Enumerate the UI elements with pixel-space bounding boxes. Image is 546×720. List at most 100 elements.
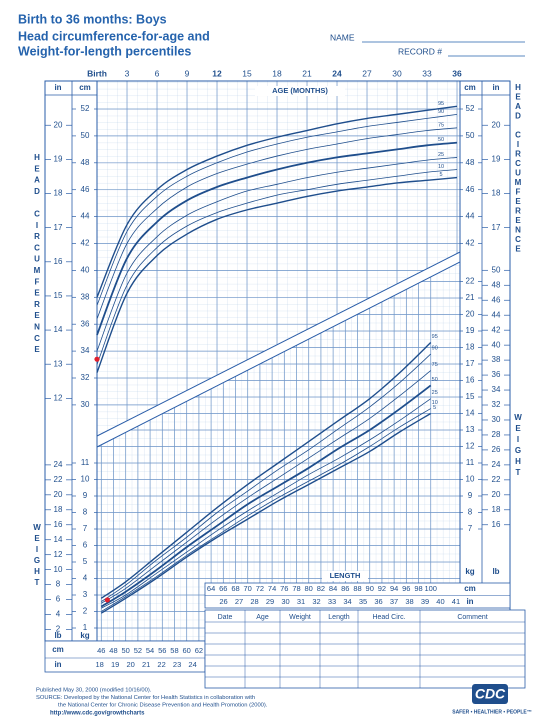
tick-label: 68 — [231, 584, 239, 593]
measurement-point — [104, 597, 110, 603]
tick-label: cm — [464, 83, 476, 92]
tick-label: 7 — [83, 524, 88, 533]
tick-label: 48 — [109, 646, 117, 655]
tick-label: 29 — [266, 597, 274, 606]
percentile-label: 10 — [438, 164, 444, 170]
tick-label: 50 — [122, 646, 130, 655]
tick-label: 35 — [359, 597, 367, 606]
percentile-label: 90 — [432, 346, 438, 352]
tick-label: 12 — [54, 393, 63, 402]
tick-label: 86 — [341, 584, 349, 593]
tick-label: 14 — [54, 535, 63, 544]
percentile-label: 95 — [438, 101, 444, 107]
percentile-line — [96, 157, 458, 352]
percentile-label: 75 — [432, 362, 438, 368]
tick-label: 5 — [83, 557, 88, 566]
tick-label: 6 — [83, 541, 88, 550]
tick-label: 15 — [466, 392, 475, 401]
tick-label: 20 — [492, 490, 501, 499]
percentile-label: 5 — [439, 172, 442, 178]
tick-label: 15 — [54, 291, 63, 300]
tick-label: 19 — [54, 154, 63, 163]
tick-label: 18 — [466, 343, 475, 352]
logo-box — [472, 684, 508, 704]
tick-label: 3 — [125, 68, 130, 78]
label-bg — [461, 376, 479, 385]
tick-label: 20 — [466, 310, 475, 319]
tick-label: 70 — [244, 584, 252, 593]
tick-label: 16 — [54, 257, 63, 266]
tick-label: 2 — [56, 625, 61, 634]
tagline: SAFER • HEALTHIER • PEOPLE™ — [452, 709, 532, 715]
tick-label: 9 — [185, 68, 190, 78]
footer-text: Published May 30, 2000 (modified 10/16/0… — [36, 688, 152, 694]
label-bg — [461, 459, 479, 467]
tick-label: 18 — [95, 660, 103, 669]
tick-label: 24 — [332, 68, 342, 78]
tick-label: 19 — [492, 154, 501, 163]
label-bg — [461, 475, 479, 484]
percentile-label: 95 — [432, 334, 438, 340]
tick-label: 31 — [297, 597, 305, 606]
label-bg — [461, 239, 479, 248]
tick-label: 80 — [305, 584, 313, 593]
tick-label: 18 — [492, 189, 501, 198]
tick-label: 60 — [183, 646, 191, 655]
label-bg — [76, 212, 94, 221]
tick-label: 46 — [81, 185, 90, 194]
tick-label: 30 — [492, 415, 501, 424]
tick-label: 36 — [374, 597, 382, 606]
label-bg — [461, 310, 479, 319]
label-bg — [76, 158, 94, 167]
tick-label: 18 — [492, 505, 501, 514]
tick-label: 48 — [466, 158, 475, 167]
tick-label: 96 — [402, 584, 410, 593]
label-bg — [461, 442, 479, 451]
tick-label: lb — [492, 567, 499, 576]
tick-label: 24 — [54, 460, 63, 469]
label-bg — [461, 294, 479, 302]
tick-label: 34 — [343, 597, 351, 606]
tick-label: 34 — [492, 385, 501, 394]
tick-label: 18 — [272, 68, 282, 78]
tick-label: 38 — [405, 597, 413, 606]
label-bg — [76, 293, 94, 302]
footer-text: the National Center for Chronic Disease … — [58, 703, 268, 709]
label-bg — [461, 426, 479, 434]
tick-label: 72 — [256, 584, 264, 593]
tick-label: 74 — [268, 584, 276, 593]
tick-label: cm — [52, 645, 64, 654]
tick-label: 48 — [492, 280, 501, 289]
tick-label: 11 — [466, 458, 475, 467]
tick-label: 46 — [97, 646, 105, 655]
tick-label: 32 — [81, 373, 90, 382]
tick-label: 40 — [436, 597, 444, 606]
tick-label: 23 — [173, 660, 181, 669]
tick-label: 15 — [242, 68, 252, 78]
tick-label: 36 — [492, 370, 501, 379]
tick-label: 21 — [142, 660, 150, 669]
tick-label: 20 — [54, 490, 63, 499]
label-bg — [76, 185, 94, 194]
tick-label: 16 — [492, 520, 501, 529]
tick-label: 42 — [81, 239, 90, 248]
tick-label: 8 — [56, 580, 61, 589]
tick-label: 13 — [54, 359, 63, 368]
percentile-line — [96, 113, 458, 306]
label-bg — [76, 574, 94, 583]
length-scale-box — [44, 640, 206, 673]
tick-label: 46 — [492, 295, 501, 304]
percentile-label: 75 — [438, 122, 444, 128]
tick-label: 58 — [170, 646, 178, 655]
tick-label: 100 — [424, 584, 437, 593]
tick-label: in — [54, 660, 61, 669]
tick-label: 50 — [466, 131, 475, 140]
tick-label: 90 — [366, 584, 374, 593]
tick-label: 36 — [452, 68, 462, 78]
tick-label: 17 — [54, 223, 63, 232]
tick-label: 66 — [219, 584, 227, 593]
label-bg — [76, 131, 94, 140]
tick-label: 19 — [466, 326, 475, 335]
tick-label: 52 — [134, 646, 142, 655]
